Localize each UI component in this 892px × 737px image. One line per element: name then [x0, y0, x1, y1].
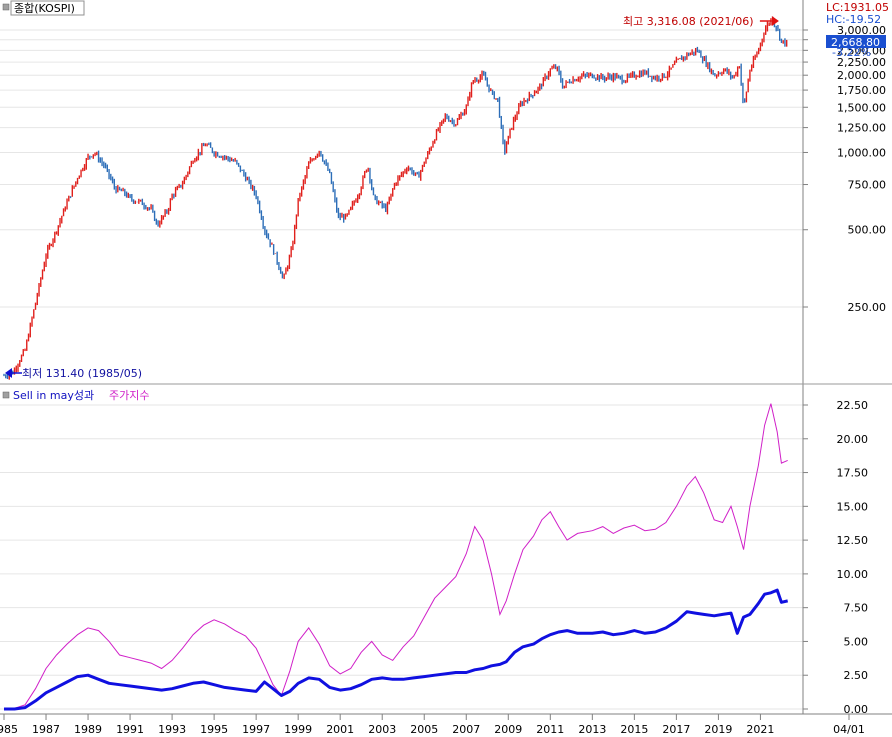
current-change: -3.22% — [832, 46, 871, 59]
bottom-tick-label: 17.50 — [837, 467, 869, 480]
top-tick-label: 3,000.00 — [837, 24, 886, 37]
bottom-tick-label: 12.50 — [837, 534, 869, 547]
bottom-tick-label: 20.00 — [837, 433, 869, 446]
lc-label: LC:1931.05 — [826, 1, 889, 14]
bottom-tick-label: 22.50 — [837, 399, 869, 412]
x-tick-label: 2005 — [410, 723, 438, 736]
top-tick-label: 500.00 — [848, 224, 887, 237]
x-tick-label: 1997 — [242, 723, 270, 736]
bottom-panel-grid — [0, 404, 803, 710]
low-arrow-head — [5, 368, 12, 378]
legend-strategy: Sell in may성과 — [13, 389, 94, 402]
x-tick-label: 1987 — [32, 723, 60, 736]
top-tick-label: 750.00 — [848, 179, 887, 192]
x-tick-label: 1989 — [74, 723, 102, 736]
legend-benchmark: 주가지수 — [109, 389, 149, 402]
top-tick-label: 1,000.00 — [837, 146, 886, 159]
top-tick-label: 1,500.00 — [837, 101, 886, 114]
top-tick-label: 2,250.00 — [837, 56, 886, 69]
x-tick-label: 2009 — [494, 723, 522, 736]
high-arrow-head — [771, 16, 779, 26]
current-price: 2,668.80 — [831, 36, 880, 49]
bottom-tick-label: 7.50 — [844, 602, 869, 615]
hc-label: HC:-19.52 — [826, 13, 881, 26]
x-tick-label: 2001 — [326, 723, 354, 736]
x-tick-label: 04/01 — [833, 723, 865, 736]
low-note: 최저 131.40 (1985/05) — [22, 367, 142, 380]
x-tick-label: 1993 — [158, 723, 186, 736]
top-tick-label: 250.00 — [848, 301, 887, 314]
performance-lines — [3, 403, 789, 711]
high-note: 최고 3,316.08 (2021/06) — [623, 15, 754, 28]
bottom-tick-label: 10.00 — [837, 568, 869, 581]
top-panel-label[interactable]: 종합(KOSPI) — [14, 2, 75, 15]
kospi-candles — [3, 16, 788, 380]
top-tick-label: 1,750.00 — [837, 84, 886, 97]
x-tick-label: 1999 — [284, 723, 312, 736]
x-tick-label: 2013 — [578, 723, 606, 736]
top-panel-grid — [0, 29, 803, 308]
x-tick-label: 1991 — [116, 723, 144, 736]
x-tick-label: 2011 — [536, 723, 564, 736]
strategy-line — [4, 588, 789, 711]
x-ticks: 1985 1987 1989 1991 1993 1995 1997 1999 2001 2003… — [0, 714, 865, 736]
x-tick-label: 1995 — [200, 723, 228, 736]
top-tick-label: 2,000.00 — [837, 69, 886, 82]
legend-toggle-icon[interactable] — [2, 391, 10, 399]
x-tick-label: 2017 — [662, 723, 690, 736]
x-tick-label: 2007 — [452, 723, 480, 736]
current-price-box — [826, 35, 886, 48]
bottom-tick-label: 5.00 — [844, 635, 869, 648]
bottom-y-ticks: 22.50 20.00 17.50 15.00 12.50 10.00 7.50 5.00 2.… — [803, 399, 868, 716]
top-tick-label: 1,250.00 — [837, 122, 886, 135]
panel-toggle-icon[interactable] — [2, 3, 10, 11]
x-tick-label: 2021 — [746, 723, 774, 736]
x-tick-label: 2003 — [368, 723, 396, 736]
x-tick-label: 2019 — [704, 723, 732, 736]
x-tick-label: 1985 — [0, 723, 18, 736]
top-panel-label-box — [10, 0, 85, 16]
bottom-tick-label: 15.00 — [837, 500, 869, 513]
price-markers — [5, 16, 779, 378]
x-tick-label: 2015 — [620, 723, 648, 736]
bottom-tick-label: 2.50 — [844, 669, 869, 682]
bottom-tick-label: 0.00 — [844, 703, 869, 716]
benchmark-line — [3, 403, 788, 710]
